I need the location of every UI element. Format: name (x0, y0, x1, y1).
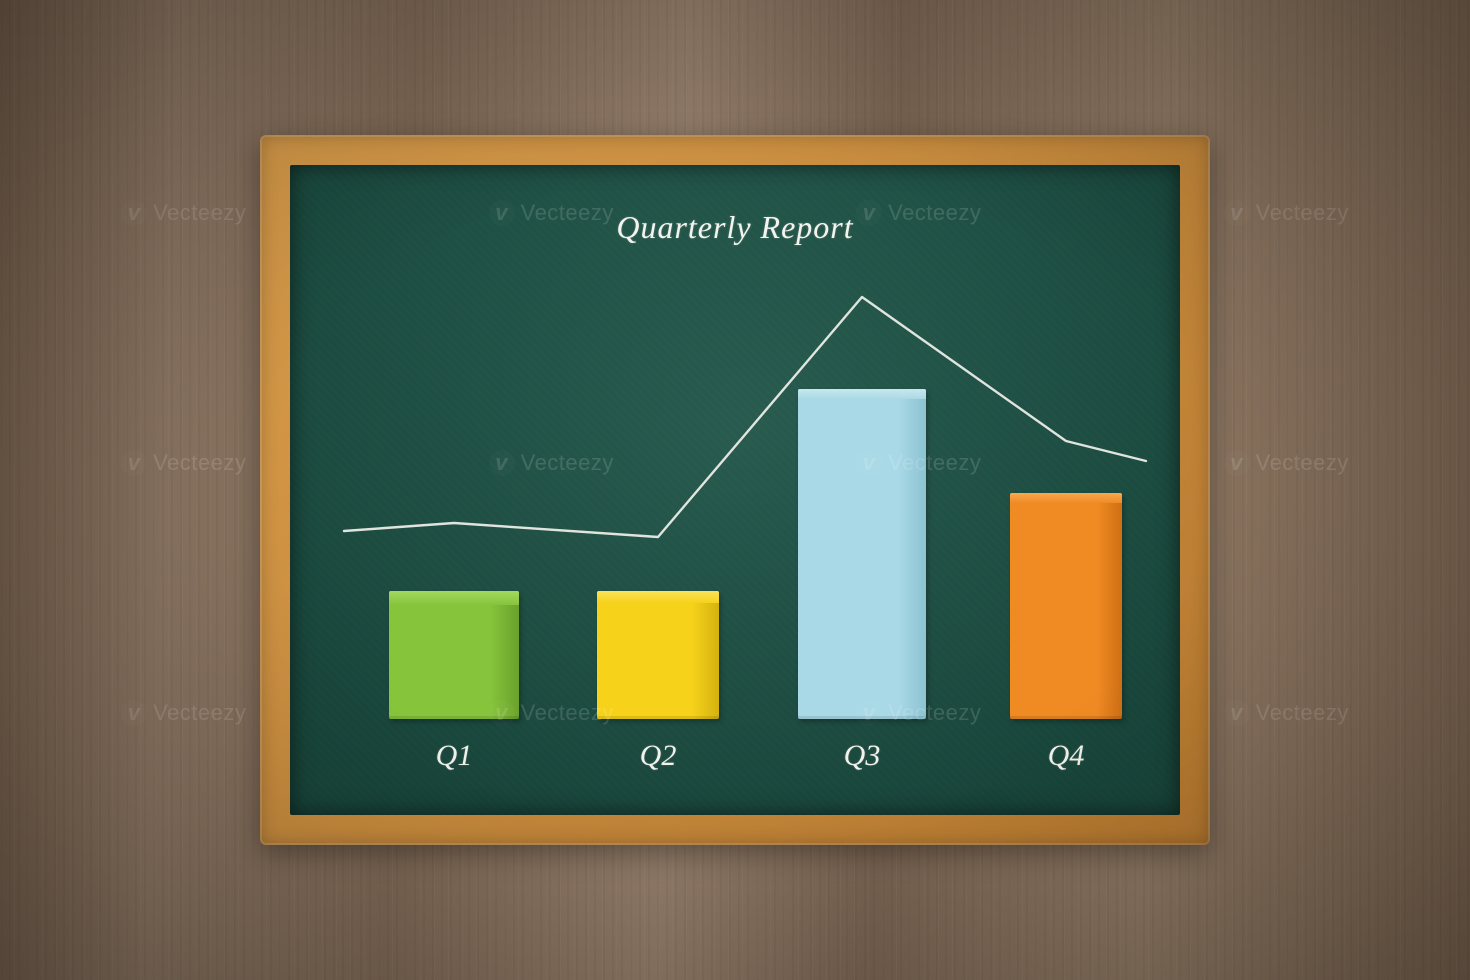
chalkboard-surface: Quarterly Report Q1Q2Q3Q4 (290, 165, 1180, 815)
bar-label-q3: Q3 (844, 739, 881, 773)
bar-q4 (1010, 493, 1122, 719)
bar-label-q1: Q1 (436, 739, 473, 773)
bar-q1 (389, 591, 519, 719)
bar-q3 (798, 389, 926, 719)
bar-q2 (597, 591, 719, 719)
bar-chart-area: Q1 Q2 Q3 Q4 (290, 165, 1180, 815)
chalkboard-container: Quarterly Report Q1Q2Q3Q4 (260, 135, 1210, 845)
bar-label-q2: Q2 (640, 739, 677, 773)
bar-label-q4: Q4 (1048, 739, 1085, 773)
chalkboard-frame: Quarterly Report Q1Q2Q3Q4 (260, 135, 1210, 845)
